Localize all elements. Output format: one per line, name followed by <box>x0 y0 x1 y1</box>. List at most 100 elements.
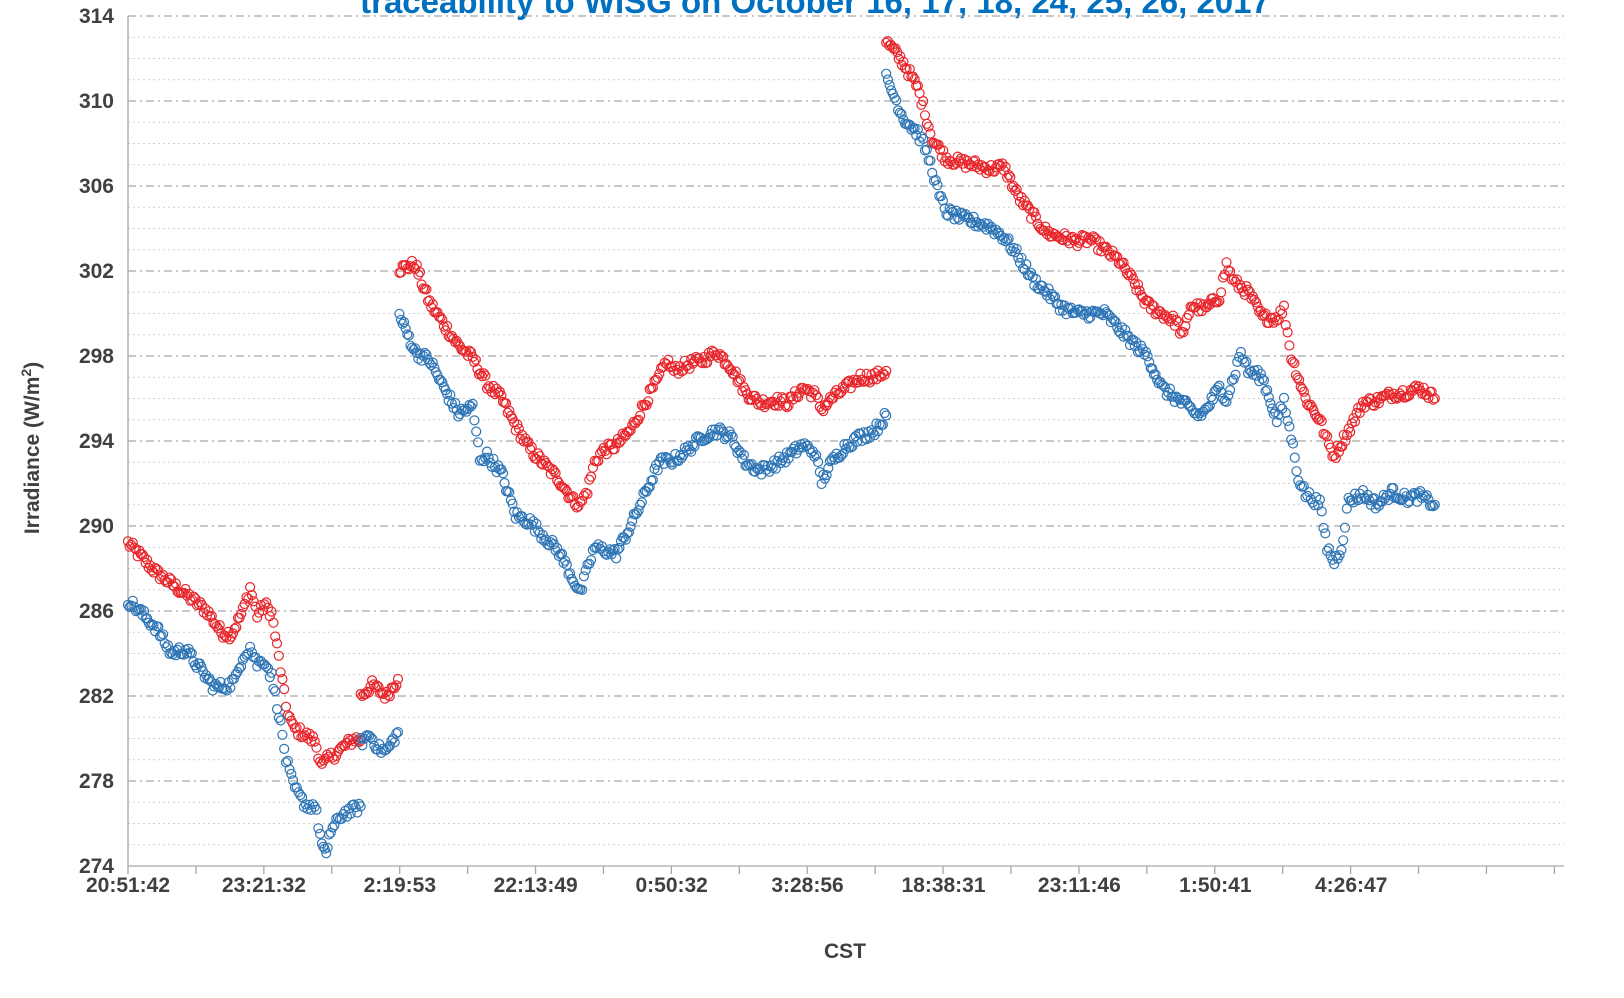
data-point <box>918 133 929 144</box>
data-point <box>812 456 824 468</box>
data-point <box>1110 316 1121 327</box>
data-point <box>1388 482 1399 494</box>
data-point <box>266 606 277 617</box>
data-point <box>614 542 625 554</box>
data-point <box>881 37 892 48</box>
data-point <box>1249 365 1260 376</box>
data-point <box>781 447 793 458</box>
data-point <box>872 426 884 437</box>
data-point <box>921 144 932 155</box>
data-point <box>252 612 263 623</box>
data-point <box>504 487 515 498</box>
data-point <box>1308 405 1319 416</box>
data-point <box>1221 396 1232 407</box>
data-point <box>788 394 799 405</box>
data-point <box>1337 441 1348 452</box>
data-point <box>1129 278 1140 290</box>
data-point <box>1287 356 1298 367</box>
data-point <box>635 499 646 510</box>
data-point <box>399 317 410 328</box>
data-point <box>1391 492 1402 503</box>
data-point <box>665 457 676 468</box>
data-point <box>243 593 254 604</box>
data-point <box>735 447 746 458</box>
data-point <box>502 486 513 497</box>
data-point <box>1278 300 1290 311</box>
data-point <box>1008 180 1019 192</box>
data-point <box>373 681 384 693</box>
x-tick-label: 2:19:53 <box>364 874 436 897</box>
data-point <box>1171 314 1182 326</box>
data-point <box>1291 466 1302 477</box>
data-point <box>348 733 359 745</box>
data-point <box>1265 398 1276 409</box>
data-point <box>1307 497 1318 508</box>
data-point <box>576 495 588 507</box>
data-point <box>1330 550 1342 561</box>
data-point <box>246 589 257 601</box>
data-point <box>930 174 941 186</box>
data-point <box>850 431 861 442</box>
data-point <box>560 483 571 494</box>
data-point <box>877 419 889 430</box>
data-point <box>954 156 965 167</box>
data-point <box>353 798 365 810</box>
data-point <box>571 502 582 513</box>
data-point <box>636 497 647 508</box>
data-point <box>195 596 206 608</box>
data-point <box>318 755 329 766</box>
data-point <box>1258 375 1270 386</box>
data-point <box>481 446 493 457</box>
data-point <box>780 400 791 411</box>
data-point <box>1320 429 1331 440</box>
data-point <box>435 375 446 386</box>
data-point <box>1262 384 1273 396</box>
data-point <box>230 669 241 680</box>
data-point <box>1292 372 1303 383</box>
data-point <box>1341 430 1353 441</box>
data-point <box>623 527 635 538</box>
x-tick-label: 1:50:41 <box>1179 874 1252 897</box>
data-point <box>1297 384 1308 395</box>
data-point <box>1309 500 1320 511</box>
data-point <box>938 145 949 156</box>
data-point <box>1169 320 1180 331</box>
data-point <box>1426 500 1437 511</box>
data-point <box>357 740 368 751</box>
data-point <box>578 571 590 582</box>
data-point <box>775 458 786 469</box>
data-point <box>997 158 1008 169</box>
data-point <box>540 534 552 545</box>
data-point <box>867 427 879 438</box>
data-point <box>727 368 738 379</box>
data-point <box>142 554 153 565</box>
data-point <box>863 375 874 386</box>
data-point <box>560 555 571 566</box>
data-point <box>1140 346 1152 357</box>
data-point <box>647 474 659 486</box>
data-point <box>584 474 595 485</box>
data-point <box>558 482 569 494</box>
data-point <box>944 203 955 214</box>
data-point <box>1428 501 1439 512</box>
data-point <box>355 688 366 700</box>
data-point <box>1147 363 1158 374</box>
data-point <box>1221 257 1232 268</box>
y-tick-label: 302 <box>79 260 114 283</box>
data-point <box>270 686 281 697</box>
data-point <box>505 410 516 421</box>
data-point <box>666 361 678 372</box>
data-point <box>1037 280 1048 291</box>
series-1 <box>122 35 1440 770</box>
data-point <box>686 353 697 365</box>
data-point <box>245 641 256 652</box>
data-point <box>284 764 295 775</box>
data-point <box>828 451 839 462</box>
data-point <box>861 368 872 379</box>
data-point <box>1318 522 1329 534</box>
data-point <box>306 736 317 747</box>
data-point <box>394 308 405 319</box>
data-point <box>1003 233 1014 244</box>
data-point <box>1278 392 1290 403</box>
